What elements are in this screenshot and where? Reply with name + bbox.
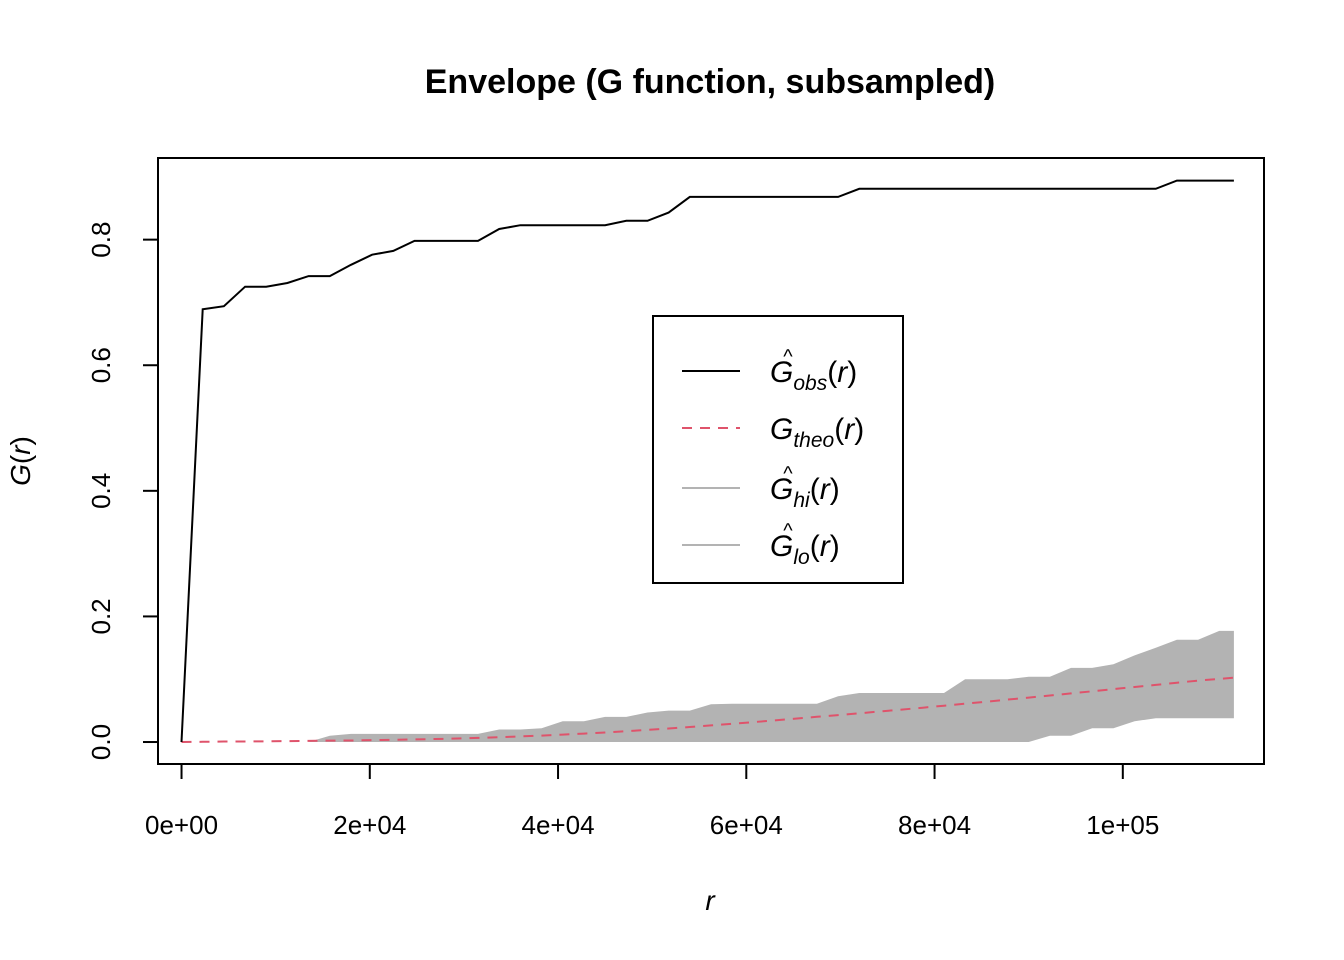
legend-label-sub: hi xyxy=(793,489,811,512)
legend: Gobs(r)^Gtheo(r)Ghi(r)^Glo(r)^ xyxy=(652,315,904,584)
series-line-obs xyxy=(180,179,1234,743)
legend-label: Ghi(r) xyxy=(770,473,840,512)
legend-label-base: G xyxy=(770,473,793,506)
series-line-theo xyxy=(181,676,1234,743)
svg-text:G(r): G(r) xyxy=(5,436,36,486)
chart-title: Envelope (G function, subsampled) xyxy=(425,63,996,101)
legend-label-base: G xyxy=(770,413,793,446)
legend-label-close: ) xyxy=(847,356,857,389)
legend-label-base: G xyxy=(770,356,793,389)
y-axis-label-var: r xyxy=(5,444,36,455)
y-axis: 0.0 0.2 0.4 0.6 0.8 xyxy=(86,222,159,760)
legend-item-theo: Gtheo(r) xyxy=(682,413,864,452)
y-tick-label: 0.8 xyxy=(86,222,116,258)
legend-label-open: ( xyxy=(834,413,844,446)
legend-label-var: r xyxy=(820,473,831,506)
legend-hat: ^ xyxy=(783,346,793,368)
legend-label-close: ) xyxy=(854,413,864,446)
x-tick-label: 0e+00 xyxy=(145,810,218,840)
legend-label-var: r xyxy=(837,356,848,389)
legend-hat: ^ xyxy=(783,463,793,485)
legend-label: Gobs(r) xyxy=(770,356,857,395)
legend-label-sub: lo xyxy=(793,546,810,569)
plot-area xyxy=(180,179,1234,743)
y-tick-label: 0.6 xyxy=(86,347,116,383)
legend-label-base: G xyxy=(770,530,793,563)
legend-label: Glo(r) xyxy=(770,530,840,569)
x-tick-label: 1e+05 xyxy=(1086,810,1159,840)
legend-label-close: ) xyxy=(830,473,840,506)
legend-label-var: r xyxy=(844,413,855,446)
legend-item-obs: Gobs(r)^ xyxy=(682,346,857,395)
legend-label-var: r xyxy=(820,530,831,563)
x-axis-label: r xyxy=(705,885,716,916)
y-axis-label-close: ) xyxy=(5,436,36,445)
x-tick-label: 8e+04 xyxy=(898,810,971,840)
y-axis-label: G(r) xyxy=(5,436,36,486)
legend-label-sub: obs xyxy=(793,372,827,395)
x-tick-label: 2e+04 xyxy=(333,810,406,840)
legend-item-hi: Ghi(r)^ xyxy=(682,463,840,512)
x-axis: 0e+00 2e+04 4e+04 6e+04 8e+04 1e+05 xyxy=(145,763,1159,840)
legend-hat: ^ xyxy=(783,520,793,542)
y-axis-label-base: G xyxy=(5,464,36,486)
x-tick-label: 6e+04 xyxy=(710,810,783,840)
legend-label-close: ) xyxy=(830,530,840,563)
y-tick-label: 0.0 xyxy=(86,724,116,760)
legend-label-open: ( xyxy=(827,356,837,389)
legend-box xyxy=(652,315,904,584)
legend-item-lo: Glo(r)^ xyxy=(682,520,840,569)
legend-label-open: ( xyxy=(810,530,820,563)
y-tick-label: 0.4 xyxy=(86,473,116,509)
legend-label: Gtheo(r) xyxy=(770,413,864,452)
x-tick-label: 4e+04 xyxy=(522,810,595,840)
y-tick-label: 0.2 xyxy=(86,598,116,634)
envelope-band xyxy=(181,630,1234,742)
legend-label-sub: theo xyxy=(793,429,834,452)
y-axis-label-open: ( xyxy=(5,454,36,464)
legend-label-open: ( xyxy=(810,473,820,506)
